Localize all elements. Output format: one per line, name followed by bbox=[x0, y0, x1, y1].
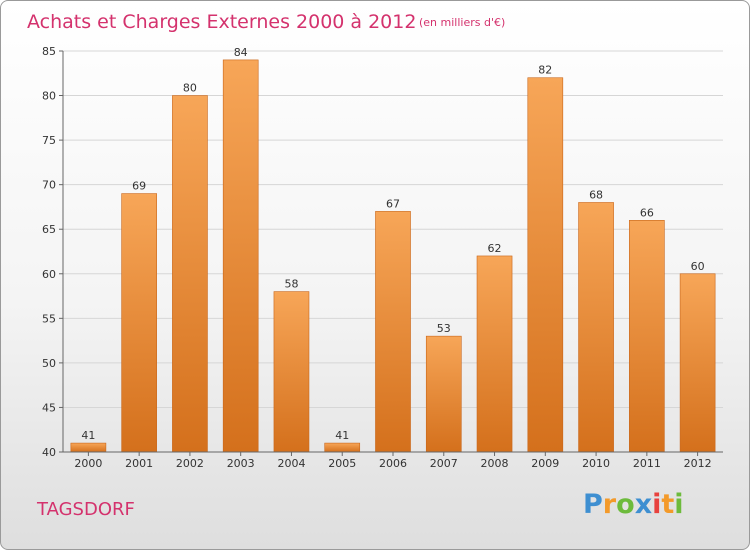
x-tick-label-2005: 2005 bbox=[328, 457, 356, 470]
bar-2009 bbox=[527, 77, 564, 453]
y-tick-label-85: 85 bbox=[42, 45, 56, 58]
y-tick-label-45: 45 bbox=[42, 401, 56, 414]
logo-letter: t bbox=[661, 489, 675, 520]
bar-2000 bbox=[70, 442, 107, 453]
logo-letter: x bbox=[634, 489, 653, 520]
bar-2010 bbox=[578, 202, 614, 453]
value-label-2009: 82 bbox=[538, 64, 552, 77]
value-label-2005: 41 bbox=[335, 429, 349, 442]
logo-letter: o bbox=[616, 489, 635, 520]
x-tick-label-2003: 2003 bbox=[227, 457, 255, 470]
x-tick-label-2009: 2009 bbox=[531, 457, 559, 470]
y-tick-label-70: 70 bbox=[42, 179, 56, 192]
x-tick-label-2008: 2008 bbox=[481, 457, 509, 470]
y-tick-label-50: 50 bbox=[42, 357, 56, 370]
logo-letter: r bbox=[602, 489, 617, 520]
logo-letter: P bbox=[583, 489, 603, 520]
value-label-2003: 84 bbox=[234, 46, 248, 59]
value-label-2010: 68 bbox=[589, 188, 603, 201]
value-label-2002: 80 bbox=[183, 82, 197, 95]
bar-2007 bbox=[425, 335, 462, 453]
value-label-2012: 60 bbox=[691, 260, 705, 273]
value-label-2001: 69 bbox=[132, 180, 146, 193]
chart-subtitle: (en milliers d'€) bbox=[419, 16, 505, 29]
value-label-2004: 58 bbox=[284, 278, 298, 291]
value-label-2007: 53 bbox=[437, 322, 451, 335]
bar-2011 bbox=[629, 220, 665, 453]
y-tick-label-60: 60 bbox=[42, 268, 56, 281]
x-tick-label-2010: 2010 bbox=[582, 457, 610, 470]
bar-2005 bbox=[324, 442, 361, 453]
y-tick-label-75: 75 bbox=[42, 134, 56, 147]
value-label-2008: 62 bbox=[488, 242, 502, 255]
logo-letter: i bbox=[674, 489, 684, 520]
x-tick-label-2012: 2012 bbox=[684, 457, 712, 470]
city-name: TAGSDORF bbox=[36, 499, 135, 520]
y-tick-label-80: 80 bbox=[42, 90, 56, 103]
x-tick-label-2004: 2004 bbox=[277, 457, 305, 470]
bar-2004 bbox=[273, 291, 310, 453]
x-tick-label-2007: 2007 bbox=[430, 457, 458, 470]
bar-2002 bbox=[172, 95, 208, 453]
bar-2012 bbox=[679, 273, 716, 453]
x-tick-label-2011: 2011 bbox=[633, 457, 661, 470]
x-tick-label-2001: 2001 bbox=[125, 457, 153, 470]
bar-2008 bbox=[476, 255, 513, 453]
logo-letter: i bbox=[652, 489, 662, 520]
bar-2003 bbox=[222, 59, 259, 453]
x-tick-label-2000: 2000 bbox=[74, 457, 102, 470]
bar-2006 bbox=[375, 211, 411, 453]
x-tick-label-2002: 2002 bbox=[176, 457, 204, 470]
value-label-2000: 41 bbox=[81, 429, 95, 442]
value-label-2011: 66 bbox=[640, 206, 654, 219]
y-tick-label-40: 40 bbox=[42, 446, 56, 459]
x-axis: 2000 2001 2002 2003 2004 2005 2006 2007 2008 2009… bbox=[63, 451, 723, 470]
chart-title: Achats et Charges Externes 2000 à 2012 bbox=[27, 11, 416, 33]
bars: 41 69 80 84 58 41 67 53 62 82 68 66 60 bbox=[70, 46, 716, 453]
value-label-2006: 67 bbox=[386, 197, 400, 210]
x-tick-label-2006: 2006 bbox=[379, 457, 407, 470]
bar-2001 bbox=[121, 193, 157, 453]
y-tick-label-55: 55 bbox=[42, 312, 56, 325]
y-axis: 40 45 50 55 60 65 70 75 80 85 bbox=[42, 45, 64, 459]
proxiti-logo: Proxiti bbox=[583, 489, 684, 520]
y-tick-label-65: 65 bbox=[42, 223, 56, 236]
